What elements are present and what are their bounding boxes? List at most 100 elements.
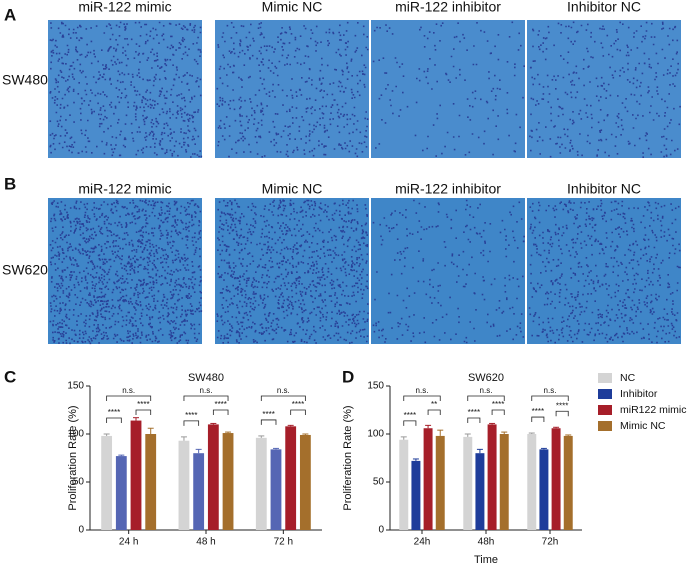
error-bar (272, 447, 279, 450)
bracket (212, 409, 229, 415)
bar (115, 456, 127, 530)
significance-bracket: n.s. (531, 386, 569, 401)
y-tick-label: 100 (367, 429, 384, 440)
significance-label: **** (492, 400, 504, 409)
chart-title: SW480 (188, 372, 224, 384)
micrograph (527, 198, 681, 344)
error-bar (437, 429, 444, 436)
micrograph (48, 198, 203, 345)
image-caption: Mimic NC (262, 0, 323, 15)
error-bar (425, 424, 432, 429)
legend-swatch (598, 373, 612, 383)
error-bar (258, 435, 265, 438)
cells (216, 21, 369, 158)
image-caption: miR-122 mimic (78, 181, 171, 197)
significance-bracket: n.s. (467, 386, 505, 401)
cells (49, 21, 203, 158)
micrograph (48, 20, 203, 158)
significance-label: n.s. (277, 386, 290, 395)
significance-label: n.s. (200, 386, 213, 395)
significance-bracket: n.s. (183, 386, 229, 401)
y-tick-label: 50 (373, 477, 385, 488)
significance-bracket: **** (531, 407, 545, 423)
bracket (467, 395, 505, 401)
legend-label: Mimic NC (620, 420, 666, 432)
bar (411, 460, 421, 530)
bar (487, 424, 497, 530)
error-bar (103, 433, 110, 436)
error-bar (195, 448, 202, 454)
x-tick-label: 24h (414, 537, 431, 548)
row-label: SW480 (2, 72, 48, 88)
bar (222, 433, 234, 530)
y-tick-label: 0 (378, 525, 384, 536)
panel-label: D (342, 367, 354, 386)
cells (49, 199, 203, 345)
cells (216, 199, 369, 344)
micrograph (527, 20, 681, 158)
bar (399, 439, 409, 530)
micrograph-bg (371, 20, 525, 158)
bar (435, 435, 445, 530)
error-bar (118, 454, 125, 457)
bracket (403, 395, 441, 401)
bracket (260, 419, 277, 425)
significance-bracket: **** (555, 401, 569, 417)
error-bar (412, 458, 419, 461)
bar (285, 426, 297, 530)
significance-bracket: **** (106, 408, 122, 423)
bar (527, 434, 537, 530)
significance-label: **** (468, 408, 480, 417)
significance-bracket: ** (427, 400, 441, 415)
y-tick-label: 150 (367, 381, 384, 392)
micrograph-bg (527, 198, 681, 344)
significance-label: **** (556, 401, 568, 410)
bracket (135, 409, 152, 415)
bar (270, 449, 282, 530)
bracket (403, 420, 417, 426)
significance-bracket: **** (467, 408, 481, 423)
bracket (183, 420, 200, 426)
image-caption: miR-122 inhibitor (395, 181, 501, 197)
micrograph-bg (215, 198, 369, 344)
x-tick-label: 72 h (274, 537, 293, 548)
bar (145, 434, 157, 530)
significance-bracket: n.s. (260, 386, 306, 401)
error-bar (225, 431, 232, 434)
bar (101, 435, 113, 530)
significance-label: **** (108, 408, 120, 417)
legend-swatch (598, 389, 612, 399)
significance-bracket: n.s. (403, 386, 441, 401)
x-tick-label: 72h (542, 537, 559, 548)
bar (475, 453, 485, 530)
significance-label: ** (431, 400, 437, 409)
significance-bracket: **** (135, 400, 152, 415)
bracket (555, 410, 569, 417)
y-tick-label: 50 (73, 477, 85, 488)
bar (551, 428, 561, 530)
x-tick-label: 48h (478, 537, 495, 548)
bar (207, 424, 219, 530)
micrograph (371, 20, 525, 158)
error-bar (302, 433, 309, 435)
cells (372, 199, 525, 344)
y-axis-label: Proliferation Rate (%) (67, 405, 79, 510)
significance-bracket: n.s. (106, 386, 152, 401)
legend-label: NC (620, 372, 636, 384)
significance-label: **** (292, 400, 304, 409)
bar (255, 437, 267, 530)
y-tick-label: 0 (78, 525, 84, 536)
micrograph-bg (215, 20, 369, 158)
bracket (491, 409, 505, 415)
significance-bracket: **** (260, 410, 277, 425)
significance-label: n.s. (416, 386, 429, 395)
bar (499, 434, 509, 530)
legend-label: miR122 mimic (620, 404, 687, 416)
legend-label: Inhibitor (620, 388, 658, 400)
image-caption: Mimic NC (262, 181, 323, 197)
legend-swatch (598, 421, 612, 431)
bracket (531, 395, 569, 401)
micrograph-bg (371, 198, 525, 344)
micrograph (215, 198, 369, 344)
